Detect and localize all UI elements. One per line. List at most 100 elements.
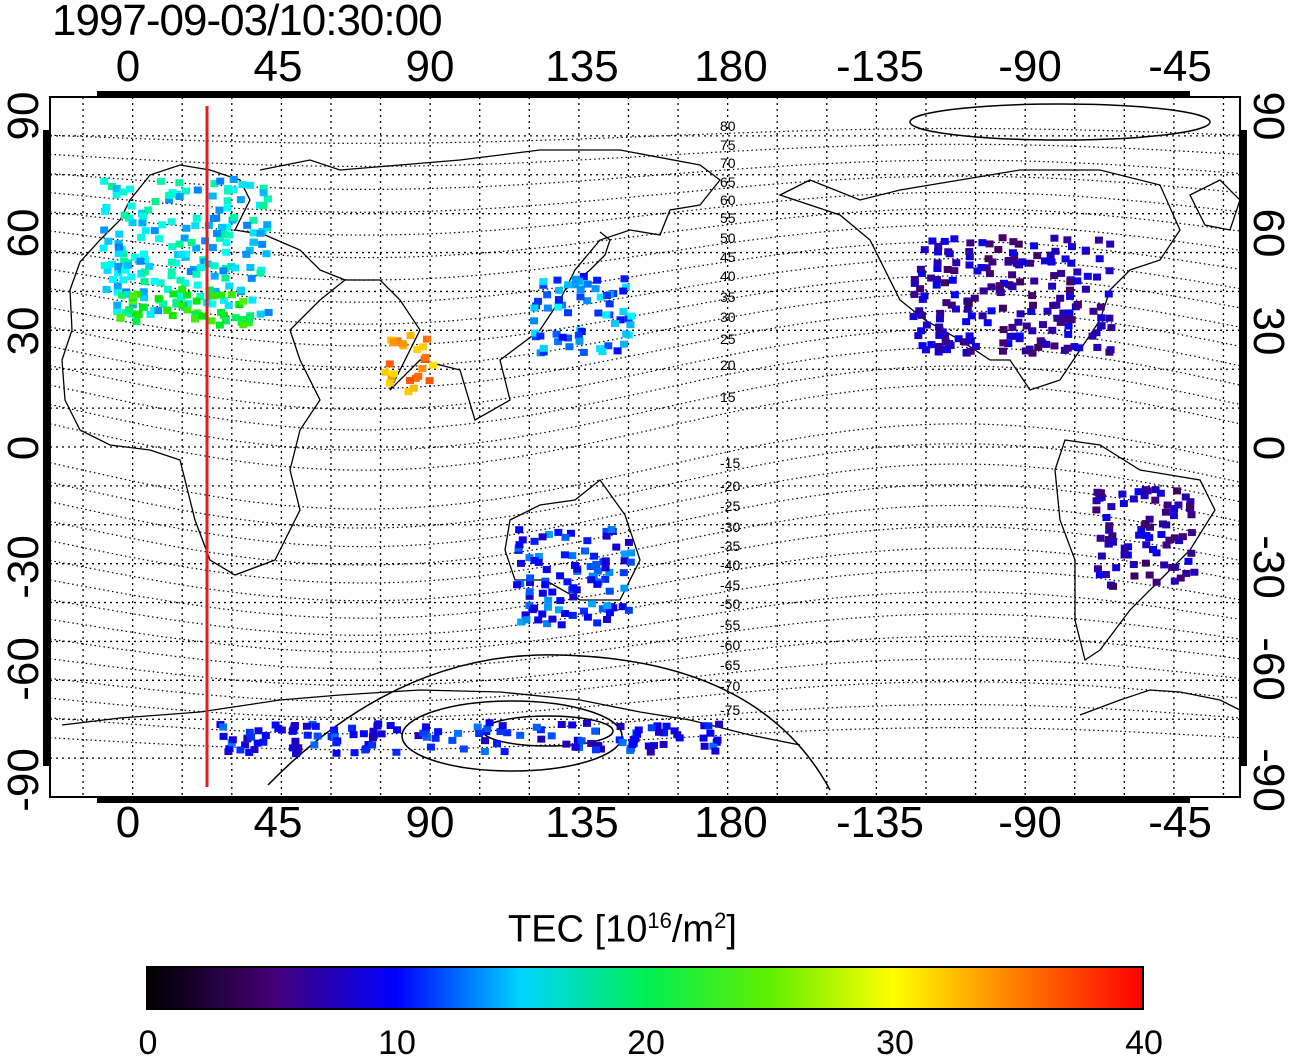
tec-cell <box>330 732 339 740</box>
tec-cell <box>548 588 557 596</box>
tec-region <box>909 234 1116 357</box>
tec-cell <box>575 337 584 345</box>
tec-cell <box>587 600 596 608</box>
tec-cell <box>966 239 975 247</box>
tec-cell <box>128 297 137 305</box>
tec-cell <box>258 240 267 248</box>
tec-cell <box>566 529 575 537</box>
tec-cell <box>1093 565 1102 573</box>
tec-cell <box>218 223 227 231</box>
tec-cell <box>221 317 230 325</box>
tec-cell <box>217 291 226 299</box>
tec-cell <box>228 736 237 744</box>
tec-cell <box>1010 332 1019 340</box>
tec-cell <box>237 316 246 324</box>
tec-cell <box>934 242 943 250</box>
tec-cell <box>183 306 192 314</box>
tec-cell <box>935 315 944 323</box>
tec-cell <box>1033 252 1042 260</box>
latitude-tick-label: -30 <box>0 535 48 599</box>
tec-cell <box>544 531 553 539</box>
tec-cell <box>191 315 200 323</box>
tec-cell <box>1028 349 1037 357</box>
tec-cell <box>978 239 987 247</box>
tec-cell <box>176 276 185 284</box>
tec-cell <box>1145 515 1154 523</box>
tec-cell <box>503 729 512 737</box>
tec-cell <box>243 221 252 229</box>
tec-cell <box>933 259 942 267</box>
tec-cell <box>107 183 116 191</box>
tec-cell <box>525 588 534 596</box>
tec-cell <box>210 180 219 188</box>
tec-cell <box>1057 269 1066 277</box>
tec-cell <box>1102 514 1111 522</box>
tec-cell <box>563 578 572 586</box>
tec-cell <box>239 321 248 329</box>
tec-cell <box>1012 259 1021 267</box>
tec-cell <box>605 609 614 617</box>
tec-cell <box>987 283 996 291</box>
tec-cell <box>210 262 219 270</box>
tec-cell <box>530 537 539 545</box>
tec-cell <box>1050 272 1059 280</box>
longitude-tick-label: 90 <box>405 42 455 91</box>
tec-cell <box>954 335 963 343</box>
tec-cell <box>249 216 258 224</box>
contour-label: 25 <box>720 331 736 347</box>
tec-cell <box>518 536 527 544</box>
tec-cell <box>389 370 398 378</box>
tec-cell <box>207 317 216 325</box>
tec-cell <box>1130 572 1139 580</box>
tec-cell <box>1014 240 1023 248</box>
tec-cell <box>429 361 438 369</box>
tec-cell <box>227 291 236 299</box>
tec-cell <box>1028 292 1037 300</box>
tec-cell <box>601 575 610 583</box>
tec-cell <box>140 268 149 276</box>
tec-cell <box>1092 506 1101 514</box>
tec-cell <box>1156 489 1165 497</box>
tec-cell <box>246 181 255 189</box>
tec-cell <box>522 616 531 624</box>
tec-cell <box>256 229 265 237</box>
tec-cell <box>113 308 122 316</box>
tec-cell <box>1021 347 1030 355</box>
tec-cell <box>561 609 570 617</box>
tec-cell <box>225 745 234 753</box>
tec-cell <box>554 296 563 304</box>
tec-cell <box>583 613 592 621</box>
tec-cell <box>216 177 225 185</box>
tec-cell <box>916 285 925 293</box>
contour-label: 80 <box>720 118 736 134</box>
contour-label: 65 <box>720 174 736 190</box>
tec-cell <box>485 719 494 727</box>
tec-cell <box>1151 496 1160 504</box>
tec-cell <box>1070 343 1079 351</box>
tec-cell <box>571 281 580 289</box>
tec-cell <box>653 722 662 730</box>
tec-cell <box>538 589 547 597</box>
tec-cell <box>620 275 629 283</box>
tec-cell <box>222 239 231 247</box>
tec-cell <box>426 743 435 751</box>
contour-label: 35 <box>720 289 736 305</box>
tec-cell <box>1010 252 1019 260</box>
tec-cell <box>256 269 265 277</box>
tec-cell <box>626 558 635 566</box>
tec-cell <box>108 260 117 268</box>
tec-cell <box>965 261 974 269</box>
tec-cell <box>1112 564 1121 572</box>
tec-cell <box>368 741 377 749</box>
tec-cell <box>1018 258 1027 266</box>
tec-cell <box>1016 278 1025 286</box>
tec-cell <box>704 722 713 730</box>
tec-cell <box>609 604 618 612</box>
tec-cell <box>562 740 571 748</box>
tec-cell <box>554 303 563 311</box>
tec-cell <box>1048 282 1057 290</box>
tec-region <box>116 285 255 329</box>
tec-cell <box>167 272 176 280</box>
tec-cell <box>530 556 539 564</box>
tec-cell <box>586 563 595 571</box>
